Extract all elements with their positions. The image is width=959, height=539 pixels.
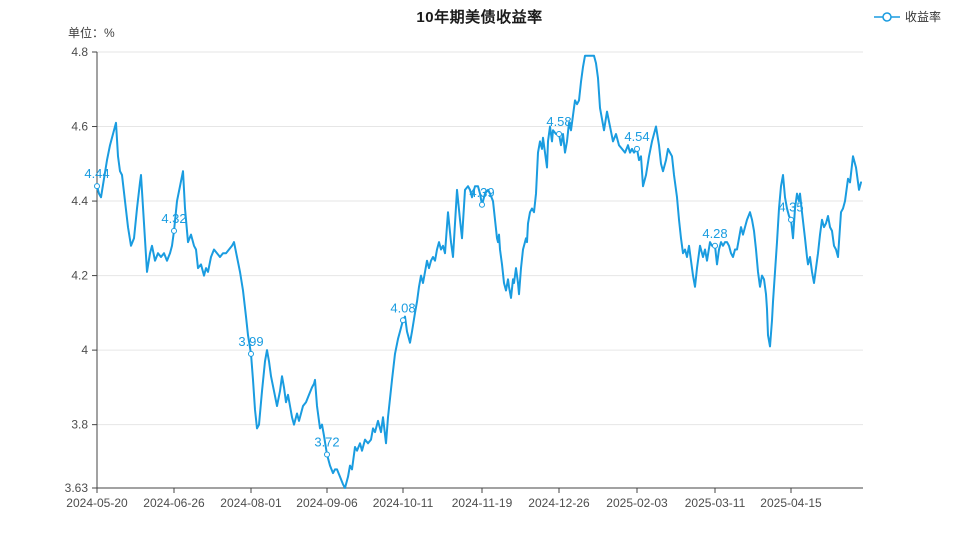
legend-label: 收益率 [904, 10, 941, 24]
y-tick-label: 4.2 [71, 269, 88, 283]
data-point-marker[interactable] [712, 242, 718, 249]
y-axis-unit-label: 单位：% [68, 26, 115, 40]
gridlines [97, 51, 863, 426]
y-tick-label: 3.8 [71, 418, 88, 432]
data-point-marker[interactable] [634, 145, 640, 152]
x-tick-label: 2025-03-11 [685, 496, 746, 510]
y-tick-label: 4.8 [71, 45, 88, 59]
data-point-label: 4.35 [778, 200, 803, 215]
x-tick-label: 2024-06-26 [143, 496, 205, 510]
data-point-label: 3.72 [314, 434, 339, 449]
x-axis-labels: 2024-05-20 2024-06-26 2024-08-01 2024-09-06… [66, 488, 822, 510]
data-point-label: 4.28 [702, 226, 727, 241]
chart-title: 10年期美债收益率 [416, 9, 543, 26]
data-point-marker[interactable] [324, 451, 330, 458]
y-axis-labels: 4.8 4.6 4.4 4.2 4 3.8 3.63 [65, 45, 97, 495]
data-point-label: 4.54 [624, 129, 649, 144]
yield-series-line[interactable] [96, 54, 862, 489]
data-point-marker[interactable] [479, 201, 485, 208]
data-point-label: 4.44 [84, 166, 109, 181]
y-tick-label: 4.6 [71, 120, 88, 134]
data-point-labels: 4.44 4.32 3.99 3.72 4.08 4.39 4.58 4.54 4.28 4.35 [84, 114, 804, 458]
x-tick-label: 2024-09-06 [296, 496, 358, 510]
x-tick-label: 2024-05-20 [66, 496, 128, 510]
x-tick-label: 2024-11-19 [452, 496, 513, 510]
data-point-label: 4.08 [390, 300, 415, 315]
data-point-label: 4.32 [161, 211, 186, 226]
axes [96, 52, 863, 489]
data-point-marker[interactable] [94, 183, 100, 190]
y-tick-label: 3.63 [65, 481, 89, 495]
data-point-marker[interactable] [556, 130, 562, 137]
legend-item-yield[interactable]: 收益率 [873, 8, 941, 25]
data-point-marker[interactable] [400, 317, 406, 324]
x-tick-label: 2025-02-03 [606, 496, 668, 510]
data-point-label: 3.99 [238, 334, 263, 349]
x-tick-label: 2024-08-01 [220, 496, 282, 510]
data-point-label: 4.58 [546, 114, 571, 129]
y-tick-label: 4.4 [71, 194, 88, 208]
data-point-label: 4.39 [469, 185, 494, 200]
x-tick-label: 2024-10-11 [373, 496, 434, 510]
data-point-marker[interactable] [171, 227, 177, 234]
y-tick-label: 4 [81, 343, 88, 357]
legend-line-circle-icon [873, 11, 900, 23]
data-point-marker[interactable] [788, 216, 794, 223]
x-tick-label: 2025-04-15 [760, 496, 822, 510]
x-tick-label: 2024-12-26 [528, 496, 590, 510]
data-point-marker[interactable] [248, 350, 254, 357]
